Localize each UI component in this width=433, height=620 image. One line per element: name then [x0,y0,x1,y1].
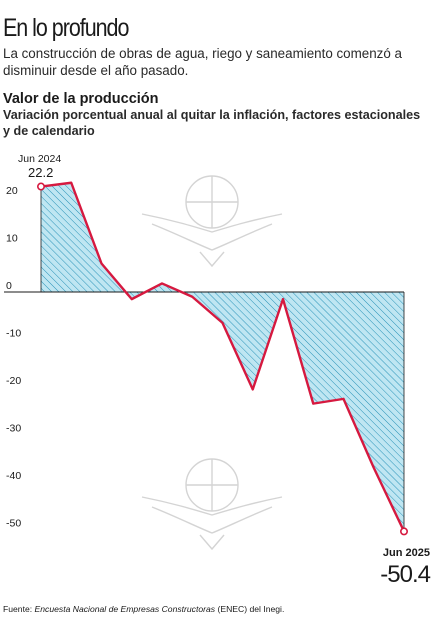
y-tick-label: -50 [6,518,21,530]
end-marker [399,527,408,536]
y-tick-label: -30 [6,423,21,435]
area-fill [41,182,404,532]
watermark-globe-lines [186,176,238,228]
y-tick-label: -10 [6,328,21,340]
chart-subtitle: Variación porcentual anual al quitar la … [3,108,421,138]
source-suffix: (ENEC) del Inegi. [215,604,285,614]
y-tick-label: -20 [6,375,21,387]
watermark-wings-lower [151,506,273,534]
source-note: Fuente: Encuesta Nacional de Empresas Co… [3,604,284,614]
axis-layer: 20 10 0 -10 -20 -30 -40 -50 [4,185,405,532]
watermark-globe-lines [186,459,238,511]
watermark-wings [141,213,283,233]
headline: En lo profundo [3,14,129,42]
series-line [39,181,406,533]
start-annotation-value: 22.2 [28,165,53,180]
start-annotation-date: Jun 2024 [18,153,61,165]
watermark-emblem [141,175,283,268]
end-annotation-value: -50.4 [380,561,430,588]
start-marker [36,182,45,191]
watermarks [141,175,283,551]
y-tick-label: 20 [6,185,18,197]
area-layer [41,182,404,532]
source-prefix: Fuente: [3,604,35,614]
y-tick-label: -40 [6,470,21,482]
y-tick-label: 0 [6,280,12,292]
y-tick-label: 10 [6,233,18,245]
line-layer [36,181,408,536]
watermark-wings-lower [151,223,273,251]
watermark-emblem [141,458,283,551]
chart-title: Valor de la producción [3,91,159,107]
watermark-tail [199,534,225,551]
watermark-wings [141,496,283,516]
end-annotation-date: Jun 2025 [383,547,430,559]
subtitle: La construcción de obras de agua, riego … [3,46,402,78]
watermark-tail [199,251,225,268]
source-title: Encuesta Nacional de Empresas Constructo… [34,604,216,614]
